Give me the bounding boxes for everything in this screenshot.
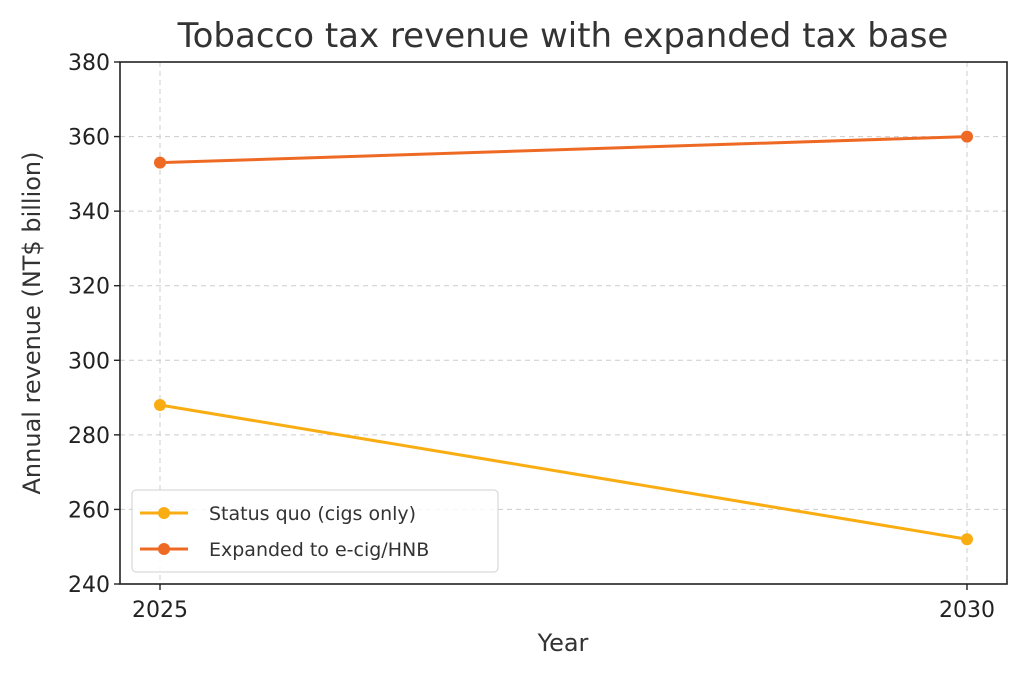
y-tick-label: 360	[68, 126, 110, 151]
x-tick-label: 2025	[132, 598, 188, 623]
y-tick-label: 280	[68, 424, 110, 449]
y-tick-label: 300	[68, 349, 110, 374]
series-1-point	[961, 130, 973, 143]
series-1-point	[154, 156, 166, 169]
chart-title: Tobacco tax revenue with expanded tax ba…	[177, 16, 949, 56]
legend-label-expanded: Expanded to e-cig/HNB	[209, 539, 429, 561]
y-tick-label: 320	[68, 275, 110, 300]
legend-label-status-quo: Status quo (cigs only)	[209, 503, 416, 525]
series-layer	[154, 130, 973, 546]
x-tick-label: 2030	[939, 598, 995, 623]
y-tick-label: 240	[68, 573, 110, 598]
x-axis-label: Year	[537, 629, 589, 657]
y-axis-label: Annual revenue (NT$ billion)	[18, 152, 46, 495]
y-tick-label: 260	[68, 498, 110, 523]
series-line-0	[159, 403, 968, 541]
y-tick-label: 380	[68, 51, 110, 76]
legend-marker-expanded	[158, 543, 170, 555]
y-axis: 240 260 280 300 320 340 360 380	[68, 51, 120, 598]
legend-box	[131, 489, 499, 573]
y-tick-label: 340	[68, 200, 110, 225]
legend: Status quo (cigs only) Expanded to e-cig…	[131, 489, 499, 573]
series-0-point	[961, 533, 973, 546]
x-axis: 2025 2030	[132, 584, 995, 623]
series-0-point	[154, 399, 166, 412]
legend-marker-status-quo	[158, 507, 170, 519]
plot-frame	[119, 61, 1008, 585]
series-line-1	[159, 135, 968, 165]
